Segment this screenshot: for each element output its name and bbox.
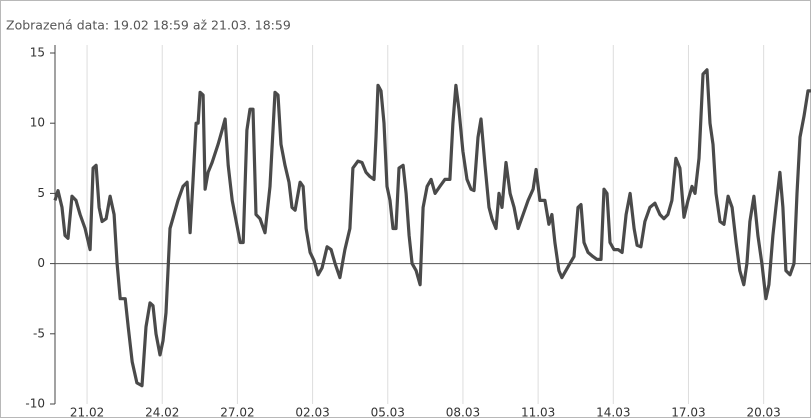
y-tick-label: 10 bbox=[30, 116, 45, 130]
x-tick-label: 05.03 bbox=[371, 406, 405, 418]
y-tick-label: -10 bbox=[25, 397, 45, 411]
y-tick-label: 5 bbox=[37, 186, 45, 200]
x-tick-label: 11.03 bbox=[521, 406, 555, 418]
x-tick-label: 27.02 bbox=[220, 406, 254, 418]
x-tick-label: 20.03 bbox=[746, 406, 780, 418]
y-tick-label: -5 bbox=[33, 326, 45, 340]
x-tick-label: 14.03 bbox=[596, 406, 630, 418]
y-tick-label: 15 bbox=[30, 46, 45, 60]
chart-title: Zobrazená data: 19.02 18:59 až 21.03. 18… bbox=[6, 18, 291, 33]
x-tick-label: 02.03 bbox=[295, 406, 329, 418]
x-tick-label: 24.02 bbox=[145, 406, 179, 418]
y-tick-label: 0 bbox=[37, 256, 45, 270]
x-tick-label: 17.03 bbox=[671, 406, 705, 418]
x-tick-label: 08.03 bbox=[446, 406, 480, 418]
line bbox=[53, 68, 811, 388]
x-tick-label: 21.02 bbox=[70, 406, 104, 418]
